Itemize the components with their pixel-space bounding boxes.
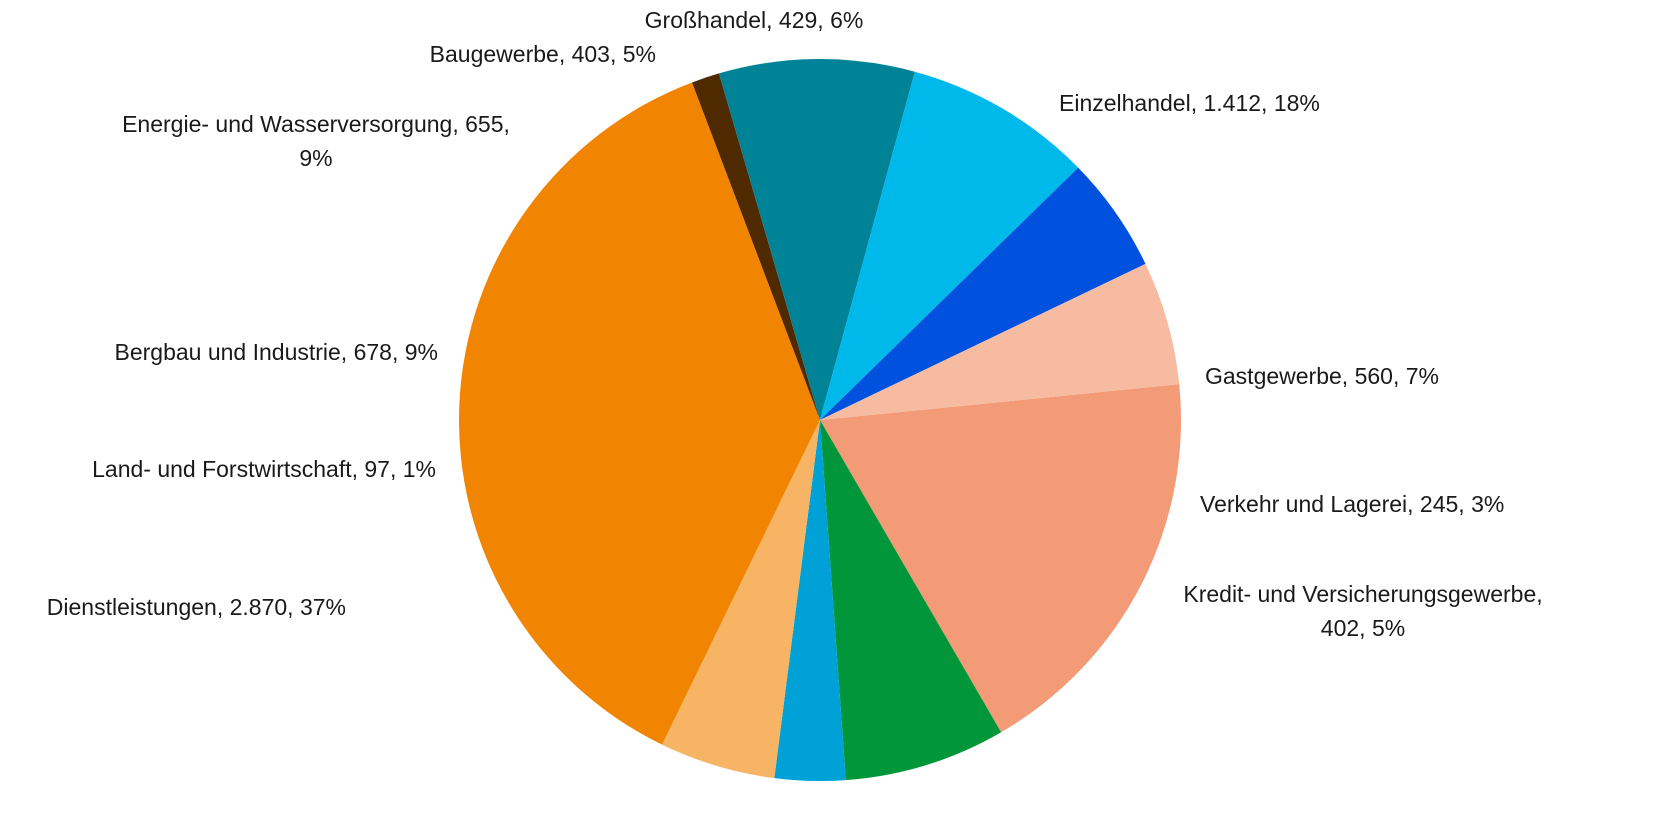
pie-slice-2 — [820, 420, 1002, 781]
slice-label-2: Gastgewerbe, 560, 7% — [1205, 363, 1439, 389]
pie-slice-5 — [458, 82, 820, 745]
pie-slices — [458, 59, 1182, 781]
slice-label-9: Baugewerbe, 403, 5% — [430, 41, 656, 67]
pie-slice-3 — [774, 420, 846, 781]
slice-label-6: Land- und Forstwirtschaft, 97, 1% — [92, 456, 436, 482]
pie-slice-4 — [662, 420, 820, 779]
slice-label-5: Dienstleistungen, 2.870, 37% — [47, 594, 346, 620]
pie-slice-1 — [820, 384, 1182, 733]
pie-slice-7 — [718, 59, 915, 420]
pie-slice-8 — [820, 71, 1079, 420]
slice-label-8-line-2: 9% — [299, 145, 332, 171]
pie-slice-10 — [820, 263, 1180, 420]
slice-label-4-line-1: Kredit- und Versicherungsgewerbe, — [1183, 581, 1542, 607]
pie-slice-6 — [692, 73, 820, 421]
pie-labels: Einzelhandel, 1.412, 18% Gastgewerbe, 560… — [47, 7, 1543, 641]
slice-label-1: Einzelhandel, 1.412, 18% — [1059, 90, 1320, 116]
pie-slice-9 — [820, 167, 1146, 420]
slice-label-10: Großhandel, 429, 6% — [645, 7, 864, 33]
slice-label-4-line-2: 402, 5% — [1321, 615, 1405, 641]
slice-label-3: Verkehr und Lagerei, 245, 3% — [1200, 491, 1504, 517]
slice-label-7: Bergbau und Industrie, 678, 9% — [114, 339, 438, 365]
slice-label-8-line-1: Energie- und Wasserversorgung, 655, — [122, 111, 510, 137]
